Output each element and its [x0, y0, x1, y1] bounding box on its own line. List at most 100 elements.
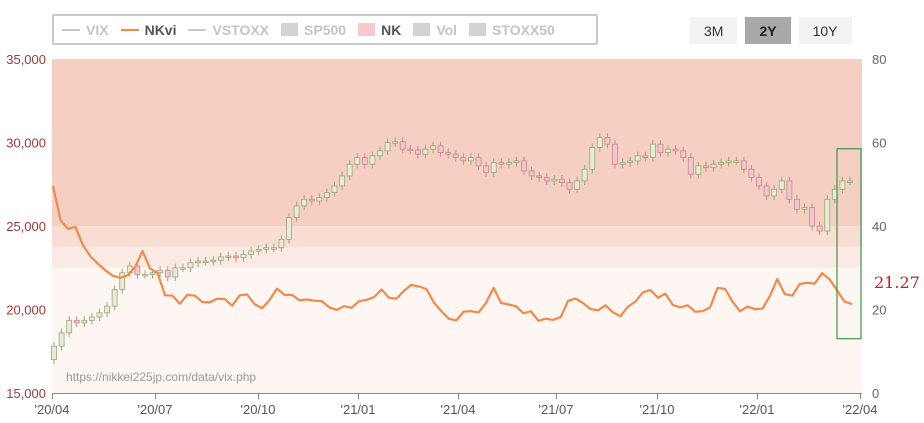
- candle: [233, 255, 239, 259]
- left-axis-tick: 35,000: [6, 52, 46, 67]
- candle: [619, 162, 626, 165]
- candle: [771, 188, 778, 197]
- candle: [58, 332, 65, 347]
- candle: [756, 177, 762, 187]
- candle: [596, 137, 603, 148]
- range-10y-button[interactable]: 10Y: [798, 17, 852, 44]
- candle: [240, 253, 247, 259]
- x-axis-tick: '22/04: [842, 402, 877, 417]
- candle: [278, 238, 285, 249]
- candle: [801, 207, 808, 210]
- candle: [786, 180, 793, 200]
- candle: [627, 160, 634, 163]
- x-axis-tick: '22/01: [739, 402, 774, 417]
- candle: [225, 255, 232, 258]
- candle: [164, 269, 171, 278]
- x-axis-tick: '21/04: [440, 402, 475, 417]
- candle: [672, 148, 679, 152]
- candle: [149, 272, 156, 275]
- candle: [399, 141, 406, 150]
- legend-item-vol[interactable]: Vol: [413, 22, 457, 38]
- range-selector: 3M 2Y 10Y: [690, 17, 852, 44]
- candle: [642, 155, 649, 158]
- candle: [81, 319, 88, 324]
- legend-swatch: [358, 23, 376, 36]
- candle: [392, 141, 399, 144]
- legend-item-nkvi[interactable]: NKvi: [120, 22, 176, 38]
- candle: [483, 165, 490, 173]
- candle: [179, 267, 186, 270]
- candle: [384, 142, 391, 152]
- range-2y-button[interactable]: 2Y: [745, 17, 791, 44]
- left-axis-tick: 15,000: [6, 386, 46, 401]
- candle: [809, 207, 815, 227]
- candle: [763, 185, 770, 197]
- candle: [414, 149, 421, 155]
- left-axis-tick: 25,000: [6, 219, 46, 234]
- candle: [778, 180, 785, 190]
- legend-item-sp500[interactable]: SP500: [281, 22, 346, 38]
- candle: [657, 143, 664, 153]
- candle: [824, 198, 831, 232]
- candle: [377, 150, 383, 157]
- last-value-label: 21.27: [874, 273, 920, 292]
- candle: [543, 177, 550, 182]
- candle: [187, 262, 194, 269]
- legend-label: VIX: [86, 21, 109, 38]
- candle: [566, 182, 573, 190]
- candle: [680, 150, 687, 158]
- candle: [73, 319, 80, 324]
- candle: [816, 225, 823, 232]
- legend-item-vstoxx[interactable]: VSTOXX: [188, 22, 269, 38]
- legend-item-nk[interactable]: NK: [358, 22, 401, 38]
- candle: [703, 165, 709, 168]
- candle: [172, 267, 179, 278]
- candle: [847, 180, 853, 183]
- x-axis-tick: '21/10: [639, 402, 674, 417]
- volatility-band: [52, 246, 862, 268]
- range-3m-button[interactable]: 3M: [690, 17, 738, 44]
- x-axis-tick: '20/10: [240, 402, 275, 417]
- candle: [66, 319, 73, 334]
- candle: [649, 143, 656, 158]
- candle: [612, 143, 618, 165]
- x-axis-tick: '20/07: [137, 402, 172, 417]
- candle: [286, 217, 292, 240]
- left-axis-tick: 30,000: [6, 136, 46, 151]
- candle: [551, 178, 558, 182]
- right-axis-tick: 60: [872, 136, 886, 151]
- candle: [740, 160, 747, 170]
- candle: [733, 160, 740, 163]
- candle: [255, 248, 262, 252]
- source-url-text[interactable]: https://nikkei225jp.com/data/vix.php: [66, 370, 256, 384]
- legend-item-vix[interactable]: VIX: [62, 22, 109, 38]
- candle: [528, 170, 535, 177]
- candle: [96, 312, 103, 318]
- legend-item-stoxx50[interactable]: STOXX50: [469, 22, 555, 38]
- candle: [157, 269, 164, 274]
- candle: [452, 153, 459, 158]
- candle: [748, 168, 755, 178]
- legend-swatch: [413, 23, 431, 36]
- candle: [536, 175, 543, 178]
- candle: [521, 160, 527, 172]
- candle: [725, 160, 732, 163]
- candle: [361, 157, 368, 165]
- candle: [430, 145, 436, 150]
- legend-label: Vol: [436, 21, 458, 38]
- candle: [369, 155, 376, 165]
- legend-label: STOXX50: [492, 21, 555, 38]
- candle: [324, 192, 330, 199]
- candle: [460, 157, 467, 162]
- candle: [665, 148, 671, 153]
- candle: [498, 162, 505, 165]
- candle: [293, 205, 300, 219]
- candle: [839, 180, 846, 190]
- right-axis-tick: 0: [872, 386, 879, 401]
- chart-legend: VIX NKvi VSTOXX SP500 NK Vol STOXX50: [52, 14, 598, 45]
- legend-label: VSTOXX: [212, 21, 270, 38]
- candle: [589, 147, 596, 170]
- volatility-band: [52, 59, 862, 226]
- candle: [316, 197, 323, 202]
